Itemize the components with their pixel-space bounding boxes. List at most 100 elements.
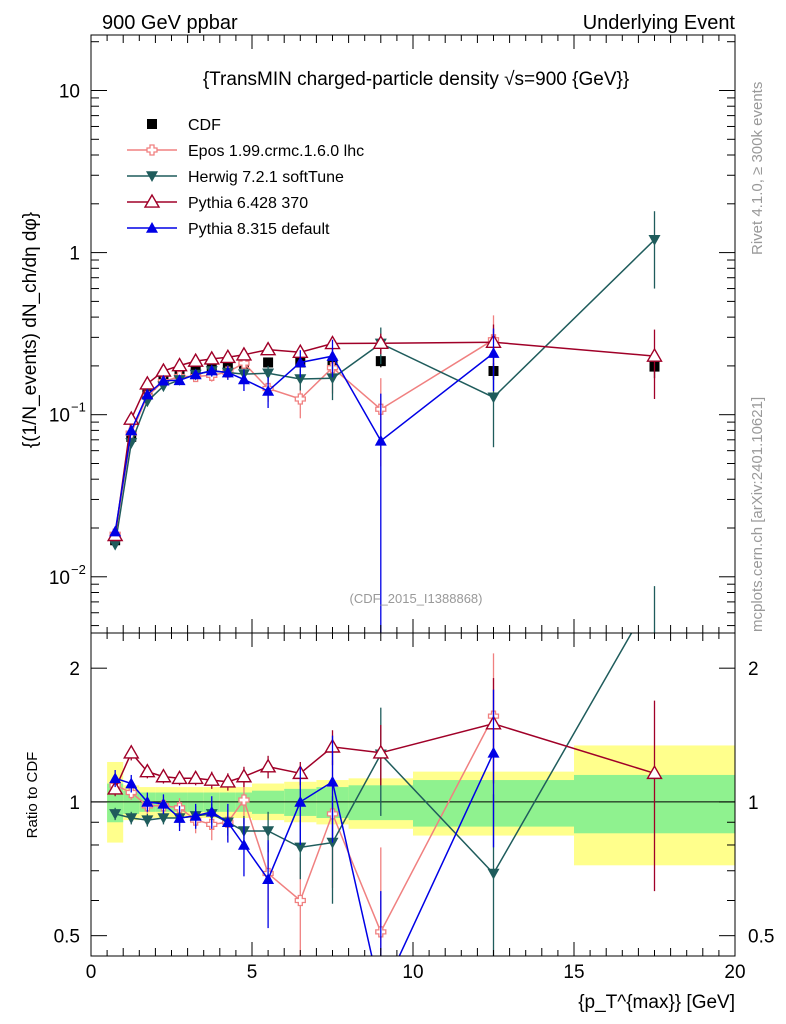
legend-item-pythia-8-315-default: Pythia 8.315 default <box>127 221 330 238</box>
legend-marker <box>146 144 158 156</box>
y-tick-label-right: 2 <box>748 659 759 680</box>
main-y-axis-label: {(1/N_events) dN_ch/dη dφ} <box>20 212 41 448</box>
analysis-id-label: (CDF_2015_I1388868) <box>350 591 483 606</box>
data-point <box>189 809 202 821</box>
series-herwig-7-2-1-softtune <box>109 211 661 551</box>
data-point <box>222 359 233 370</box>
data-point <box>262 385 275 396</box>
y-tick-label-exponent: −2 <box>71 562 86 577</box>
data-point <box>262 826 275 838</box>
data-point <box>187 352 204 367</box>
legend-item-epos-1-99-crmc-1-6-0-lhc: Epos 1.99.crmc.1.6.0 lhc <box>127 143 364 160</box>
data-point <box>259 341 277 356</box>
data-point <box>203 350 220 365</box>
data-point <box>109 539 122 551</box>
data-point <box>157 374 170 386</box>
x-tick-label: 15 <box>563 962 584 983</box>
data-point <box>372 744 390 759</box>
legend-marker <box>146 222 158 233</box>
data-point <box>125 813 138 825</box>
data-point <box>205 364 218 376</box>
legend-label: Epos 1.99.crmc.1.6.0 lhc <box>188 143 364 160</box>
data-point <box>294 393 306 405</box>
data-point <box>262 873 275 884</box>
legend-item-cdf: CDF <box>147 117 221 134</box>
series-line <box>114 352 494 532</box>
data-point <box>157 797 170 809</box>
legend-label: Pythia 8.315 default <box>188 221 330 238</box>
data-point <box>203 771 220 786</box>
data-point <box>372 334 390 350</box>
data-point <box>487 347 500 358</box>
data-point <box>173 812 186 823</box>
data-point <box>205 805 218 817</box>
series-pythia-8-315-default-ratio <box>109 689 500 956</box>
legend-marker <box>147 119 157 129</box>
series-line <box>114 239 656 545</box>
data-point <box>125 424 138 436</box>
x-tick-label: 5 <box>247 962 258 983</box>
series-epos-1-99-crmc-1-6-0-lhc <box>109 315 500 540</box>
data-point <box>171 357 188 372</box>
data-point <box>294 356 307 368</box>
legend-item-pythia-6-428-370: Pythia 6.428 370 <box>127 193 308 212</box>
data-point <box>235 346 253 361</box>
data-point <box>326 775 339 787</box>
legend-label: Pythia 6.428 370 <box>188 195 308 212</box>
x-tick-label: 20 <box>724 962 745 983</box>
data-point <box>487 392 500 404</box>
data-point <box>237 838 250 850</box>
x-tick-label: 0 <box>86 962 97 983</box>
legend-item-herwig-7-2-1-softtune: Herwig 7.2.1 softTune <box>127 169 344 186</box>
series-pythia-8-315-default <box>109 328 500 633</box>
data-point <box>219 773 237 788</box>
data-point <box>238 357 250 369</box>
data-point <box>173 374 186 386</box>
ratio-panel: 0 5 10 15 200.5 0.51 12 2 Ratio to CDF <box>24 586 774 983</box>
y-tick-label: 10 <box>59 82 80 103</box>
y-tick-label: 0.5 <box>54 927 80 948</box>
data-point <box>219 348 237 364</box>
data-point <box>487 746 500 758</box>
y-tick-label-right: 0.5 <box>748 927 774 948</box>
data-point <box>109 809 122 820</box>
data-point <box>141 815 154 827</box>
data-point <box>109 525 122 537</box>
x-tick-label: 10 <box>402 962 423 983</box>
ratio-y-axis-label: Ratio to CDF <box>24 752 41 839</box>
data-point <box>141 795 154 807</box>
data-point <box>238 794 250 806</box>
data-point <box>171 769 188 785</box>
legend-marker <box>143 193 161 208</box>
legend-label: Herwig 7.2.1 softTune <box>188 169 344 186</box>
data-point <box>139 763 156 778</box>
data-point <box>187 769 204 785</box>
data-point <box>221 366 234 378</box>
data-point <box>294 842 307 854</box>
series-cdf <box>110 355 660 546</box>
header-left-label: 900 GeV ppbar <box>102 12 238 34</box>
data-point <box>157 813 170 825</box>
data-point <box>221 816 234 828</box>
data-point <box>326 373 339 385</box>
header-right-label: Underlying Event <box>583 12 736 34</box>
data-point <box>294 795 307 807</box>
data-point <box>109 772 122 784</box>
series-herwig-7-2-1-softtune-ratio <box>109 586 656 956</box>
y-tick-label-right: 1 <box>748 793 759 814</box>
data-point <box>374 434 387 446</box>
y-tick-label: 1 <box>69 244 80 265</box>
y-tick-label: 2 <box>69 659 80 680</box>
data-point <box>648 234 661 246</box>
data-point <box>141 388 154 400</box>
side-label-rivet: Rivet 4.1.0, ≥ 300k events <box>749 82 766 255</box>
y-tick-label: 10 <box>49 568 70 589</box>
data-point <box>294 894 306 907</box>
data-point <box>326 350 339 361</box>
data-point <box>139 375 156 390</box>
data-point <box>237 373 250 385</box>
data-point <box>259 758 277 773</box>
y-tick-label: 1 <box>69 793 80 814</box>
